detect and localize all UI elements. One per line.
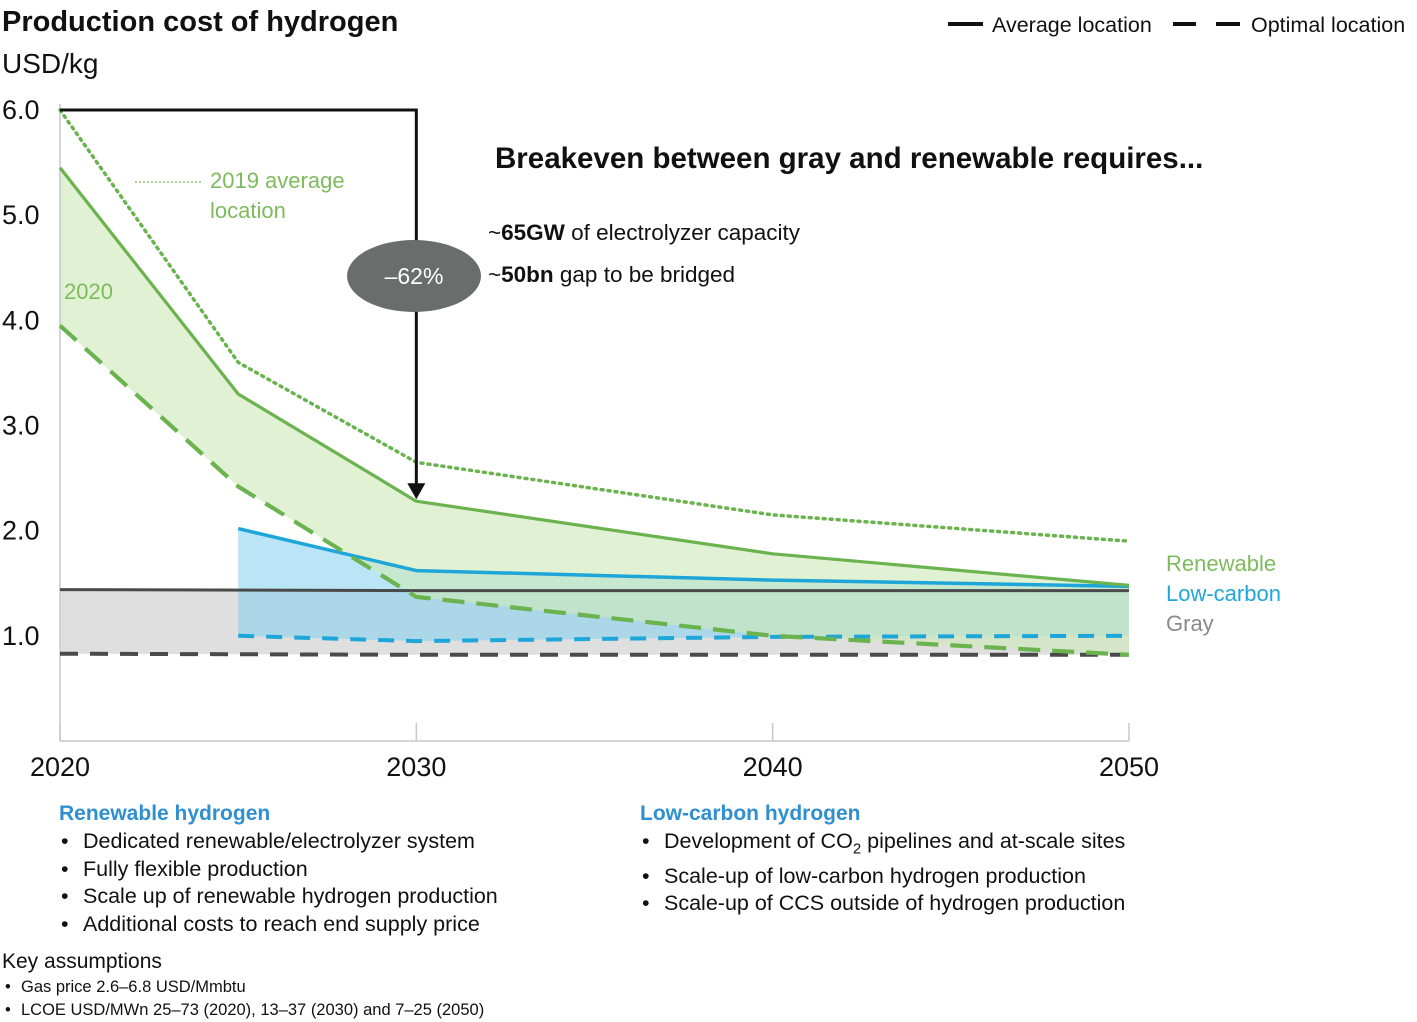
reduction-arrow-line: [60, 108, 418, 488]
x-tick-label: 2040: [743, 752, 803, 782]
list-item: Scale-up of CCS outside of hydrogen prod…: [640, 890, 1125, 918]
list-item: Additional costs to reach end supply pri…: [59, 911, 498, 939]
legend-label-average: Average location: [992, 13, 1152, 37]
series-label-low-carbon: Low-carbon: [1166, 581, 1281, 606]
chart-unit-label: USD/kg: [2, 48, 98, 79]
series-line: [59, 588, 1129, 593]
reduction-badge: [347, 240, 481, 312]
y-tick-label: 4.0: [2, 305, 40, 335]
series-line: [238, 633, 1130, 644]
list-item: Fully flexible production: [59, 856, 498, 884]
reduction-badge-label: –62%: [385, 263, 444, 289]
chart-annotations: –62%: [60, 108, 481, 500]
legend-label-optimal: Optimal location: [1251, 13, 1405, 37]
list-item: Gas price 2.6–6.8 USD/Mmbtu: [2, 976, 484, 999]
hydrogen-cost-chart: Production cost of hydrogen USD/kg Avera…: [2, 6, 1405, 782]
low-carbon-hydrogen-title: Low-carbon hydrogen: [640, 802, 861, 825]
renewable-hydrogen-title: Renewable hydrogen: [59, 802, 271, 825]
list-item: Scale up of renewable hydrogen productio…: [59, 883, 498, 911]
renewable-range-fill: [60, 167, 1129, 655]
y-tick-label: 1.0: [2, 621, 40, 651]
legend: Average location Optimal location: [948, 13, 1405, 37]
key-assumptions-list: Gas price 2.6–6.8 USD/Mmbtu LCOE USD/MWn…: [2, 976, 484, 1022]
label-2019-average-line2: location: [210, 198, 286, 223]
label-2020: 2020: [64, 279, 113, 304]
x-tick-label: 2030: [386, 752, 446, 782]
low-carbon-hydrogen-list: Development of CO2 pipelines and at-scal…: [640, 828, 1125, 918]
series-line: [58, 166, 1130, 587]
low-carbon-hydrogen-section: Low-carbon hydrogen Development of CO2 p…: [640, 802, 1125, 918]
y-tick-label: 6.0: [2, 95, 40, 125]
list-item: Dedicated renewable/electrolyzer system: [59, 828, 498, 856]
y-tick-label: 2.0: [2, 516, 40, 546]
x-tick-label: 2020: [30, 752, 90, 782]
list-item: Scale-up of low-carbon hydrogen producti…: [640, 863, 1125, 891]
x-tick-label: 2050: [1099, 752, 1159, 782]
key-assumptions: Key assumptions Gas price 2.6–6.8 USD/Mm…: [2, 950, 484, 1022]
chart-series-lines: [58, 108, 1131, 657]
requirement-electrolyzer: ~65GW of electrolyzer capacity: [488, 220, 801, 245]
y-tick-label: 3.0: [2, 411, 40, 441]
y-tick-label: 5.0: [2, 200, 40, 230]
chart-title: Production cost of hydrogen: [2, 6, 398, 38]
key-assumptions-title: Key assumptions: [2, 950, 162, 973]
renewable-hydrogen-list: Dedicated renewable/electrolyzer system …: [59, 828, 498, 938]
requirement-gap: ~50bn gap to be bridged: [488, 262, 735, 287]
list-item: Development of CO2 pipelines and at-scal…: [640, 828, 1125, 863]
reduction-arrow-head: [407, 483, 426, 500]
series-label-renewable: Renewable: [1166, 551, 1276, 576]
list-item: LCOE USD/MWn 25–73 (2020), 13–37 (2030) …: [2, 999, 484, 1022]
chart-axes: 2020 2030 2040 2050 6.0 5.0 4.0 3.0 2.0 1.0: [2, 95, 1159, 782]
series-line: [58, 324, 1130, 657]
breakeven-title: Breakeven between gray and renewable req…: [495, 142, 1203, 175]
series-label-gray: Gray: [1166, 611, 1214, 636]
label-2019-average-line1: 2019 average: [210, 168, 345, 193]
renewable-hydrogen-section: Renewable hydrogen Dedicated renewable/e…: [59, 802, 498, 938]
series-line: [237, 526, 1130, 589]
